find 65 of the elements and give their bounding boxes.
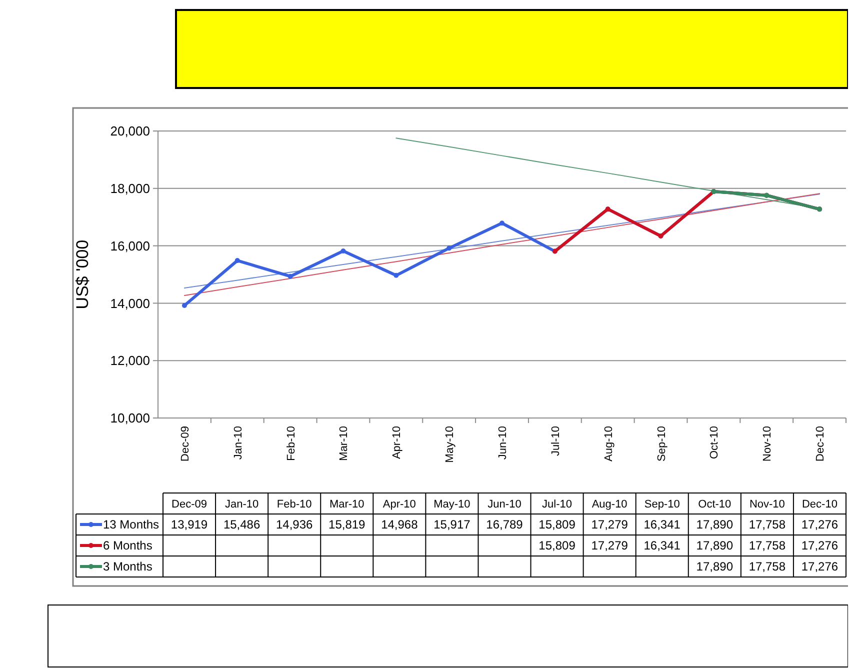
- legend-label: 13 Months: [103, 518, 160, 532]
- x-tick-label: Jun-10: [497, 426, 509, 460]
- category-label: May-10: [434, 498, 470, 510]
- x-tick-label: Jan-10: [232, 426, 244, 460]
- x-tick-label: May-10: [444, 426, 456, 463]
- data-label: 13,919: [170, 518, 208, 532]
- y-tick-label: 20,000: [110, 124, 150, 139]
- data-label: 16,341: [644, 518, 681, 532]
- point: [394, 272, 399, 278]
- category-label: Jan-10: [224, 498, 259, 510]
- point: [288, 274, 293, 279]
- data-label: 17,890: [696, 560, 734, 574]
- data-label: 17,758: [748, 560, 786, 574]
- data-label: 14,968: [381, 518, 418, 532]
- legend-label: 3 Months: [103, 560, 152, 574]
- data-label: 17,890: [696, 518, 734, 532]
- data-label: 14,936: [276, 518, 314, 532]
- data-label: 15,809: [538, 518, 576, 532]
- x-tick-label: Mar-10: [338, 426, 350, 461]
- category-label: Apr-10: [382, 498, 416, 510]
- category-label: Oct-10: [698, 498, 732, 510]
- data-label: 17,279: [591, 538, 628, 553]
- y-tick-label: 18,000: [110, 180, 150, 196]
- category-label: Nov-10: [749, 498, 785, 510]
- category-label: Feb-10: [276, 498, 312, 510]
- x-tick-label: Oct-10: [708, 426, 721, 460]
- category-label: Sep-10: [644, 498, 680, 510]
- data-label: 15,486: [223, 518, 260, 532]
- data-label: 17,890: [696, 538, 734, 553]
- category-label: Jul-10: [542, 498, 572, 510]
- data-label: 17,758: [748, 518, 786, 532]
- data-label: 17,276: [801, 560, 838, 574]
- point: [446, 246, 452, 251]
- category-label: Mar-10: [329, 498, 364, 510]
- y-axis-title: US$ '000: [73, 240, 92, 310]
- data-label: 15,809: [538, 538, 576, 553]
- category-label: Dec-10: [802, 498, 838, 510]
- x-tick-label: Apr-10: [391, 426, 404, 460]
- x-tick-label: Dec-10: [814, 426, 827, 462]
- data-label: 15,917: [434, 518, 471, 532]
- data-label: 17,276: [801, 518, 838, 532]
- x-tick-label: Nov-10: [762, 426, 774, 462]
- y-tick-label: 16,000: [110, 238, 150, 254]
- y-tick-label: 14,000: [110, 296, 150, 311]
- data-label: 17,279: [591, 518, 628, 532]
- point: [500, 220, 504, 226]
- category-label: Jun-10: [488, 498, 522, 510]
- data-label: 16,341: [644, 538, 681, 553]
- data-label: 16,789: [486, 518, 524, 532]
- x-tick-label: Sep-10: [656, 426, 668, 462]
- point: [234, 258, 240, 264]
- x-tick-label: Aug-10: [602, 426, 615, 462]
- x-tick-label: Feb-10: [285, 426, 298, 461]
- y-tick-label: 12,000: [110, 353, 150, 368]
- x-tick-label: Jul-10: [550, 426, 562, 456]
- data-label: 15,819: [328, 518, 366, 532]
- category-label: Aug-10: [592, 498, 628, 510]
- y-tick-label: 10,000: [110, 410, 150, 426]
- data-label: 17,276: [801, 538, 838, 553]
- data-label: 17,758: [748, 538, 786, 553]
- category-label: Dec-09: [172, 498, 208, 510]
- legend-label: 6 Months: [103, 538, 152, 553]
- x-tick-label: Dec-09: [179, 426, 192, 462]
- point: [340, 248, 346, 254]
- point: [182, 303, 187, 308]
